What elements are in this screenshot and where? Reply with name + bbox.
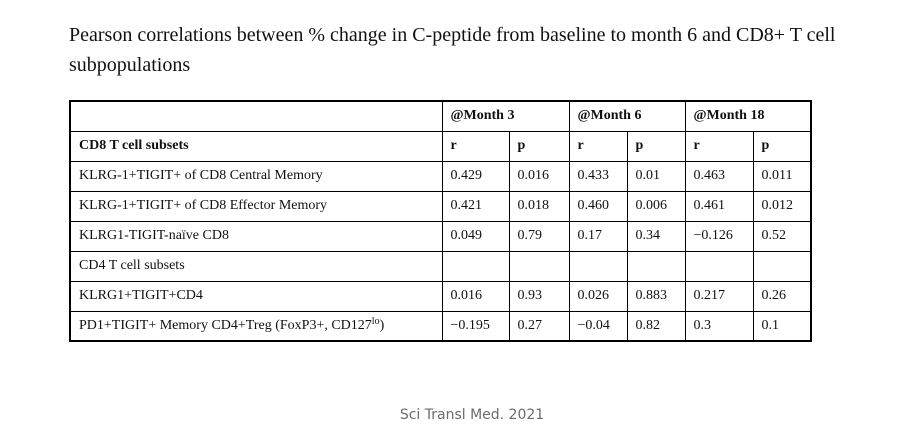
- cell-value: 0.429: [441, 160, 510, 192]
- cell-value: 0.433: [568, 160, 628, 192]
- cell-value: [441, 250, 510, 282]
- table-row: KLRG1-TIGIT-naïve CD8 0.049 0.79 0.17 0.…: [69, 220, 812, 252]
- row-label-superscript: lo: [371, 315, 380, 327]
- cell-value: [568, 250, 628, 282]
- cell-value: 0.049: [441, 220, 510, 252]
- cell-value: 0.026: [568, 280, 628, 312]
- subheader-p: p: [752, 130, 812, 162]
- cell-value: 0.421: [441, 190, 510, 222]
- group-header-month-6: @Month 6: [568, 100, 686, 132]
- header-empty-cell: [69, 100, 443, 132]
- cell-value: 0.79: [508, 220, 570, 252]
- subheader-r: r: [441, 130, 510, 162]
- cell-value: 0.883: [626, 280, 686, 312]
- cell-value: 0.52: [752, 220, 812, 252]
- row-label: KLRG1+TIGIT+CD4: [69, 280, 443, 312]
- cell-value: 0.006: [626, 190, 686, 222]
- cell-value: [508, 250, 570, 282]
- cell-value: 0.463: [684, 160, 754, 192]
- cell-value: 0.26: [752, 280, 812, 312]
- cell-value: 0.17: [568, 220, 628, 252]
- group-header-month-3: @Month 3: [441, 100, 570, 132]
- cell-value: −0.04: [568, 310, 628, 342]
- row-label-text: PD1+TIGIT+ Memory CD4+Treg (FoxP3+, CD12…: [79, 317, 372, 333]
- subheader-r: r: [568, 130, 628, 162]
- cell-value: 0.82: [626, 310, 686, 342]
- cell-value: 0.018: [508, 190, 570, 222]
- cell-value: −0.126: [684, 220, 754, 252]
- cell-value: 0.460: [568, 190, 628, 222]
- row-label-tail: ): [379, 317, 385, 333]
- subheader-label: CD8 T cell subsets: [69, 130, 443, 162]
- cell-value: [626, 250, 686, 282]
- cell-value: 0.34: [626, 220, 686, 252]
- cell-value: 0.016: [441, 280, 510, 312]
- table-row: KLRG-1+TIGIT+ of CD8 Effector Memory 0.4…: [69, 190, 812, 222]
- section-label: CD4 T cell subsets: [69, 250, 443, 282]
- cell-value: 0.011: [752, 160, 812, 192]
- cell-value: 0.461: [684, 190, 754, 222]
- cell-value: 0.93: [508, 280, 570, 312]
- row-label: KLRG-1+TIGIT+ of CD8 Effector Memory: [69, 190, 443, 222]
- group-header-month-18: @Month 18: [684, 100, 812, 132]
- row-label: PD1+TIGIT+ Memory CD4+Treg (FoxP3+, CD12…: [69, 310, 443, 342]
- cell-value: [752, 250, 812, 282]
- table-title: Pearson correlations between % change in…: [69, 24, 836, 76]
- cell-value: −0.195: [441, 310, 510, 342]
- table-row: KLRG1+TIGIT+CD4 0.016 0.93 0.026 0.883 0…: [69, 280, 812, 312]
- table-header-row: @Month 3 @Month 6 @Month 18: [69, 100, 812, 132]
- cell-value: 0.3: [684, 310, 754, 342]
- cell-value: 0.012: [752, 190, 812, 222]
- table-row: KLRG-1+TIGIT+ of CD8 Central Memory 0.42…: [69, 160, 812, 192]
- subheader-p: p: [508, 130, 570, 162]
- subheader-p: p: [626, 130, 686, 162]
- correlation-table: @Month 3 @Month 6 @Month 18 CD8 T cell s…: [69, 100, 812, 342]
- row-label: KLRG-1+TIGIT+ of CD8 Central Memory: [69, 160, 443, 192]
- table-row: PD1+TIGIT+ Memory CD4+Treg (FoxP3+, CD12…: [69, 310, 812, 342]
- row-label: KLRG1-TIGIT-naïve CD8: [69, 220, 443, 252]
- cell-value: 0.016: [508, 160, 570, 192]
- source-caption: Sci Transl Med. 2021: [399, 407, 545, 423]
- table-subheader-row: CD8 T cell subsets r p r p r p: [69, 130, 812, 162]
- cell-value: 0.27: [508, 310, 570, 342]
- subheader-r: r: [684, 130, 754, 162]
- cell-value: 0.217: [684, 280, 754, 312]
- table-row: CD4 T cell subsets: [69, 250, 812, 282]
- cell-value: 0.01: [626, 160, 686, 192]
- cell-value: [684, 250, 754, 282]
- cell-value: 0.1: [752, 310, 812, 342]
